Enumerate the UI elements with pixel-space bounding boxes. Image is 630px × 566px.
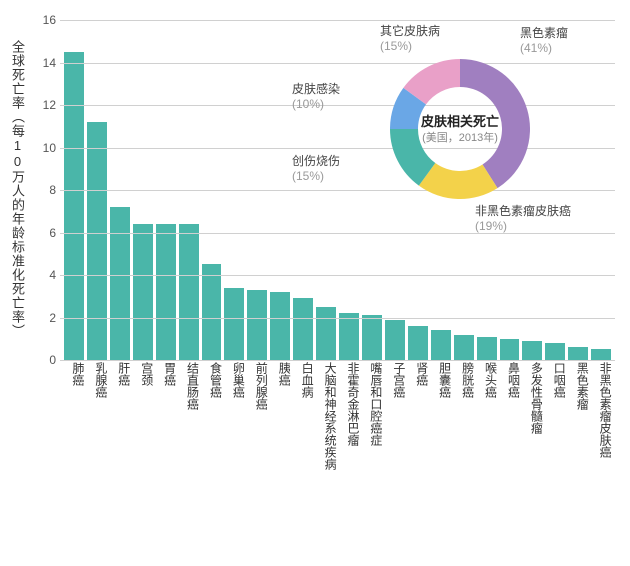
bar xyxy=(270,292,290,360)
donut-segment-label: 其它皮肤病(15%) xyxy=(380,24,440,54)
bar xyxy=(247,290,267,360)
bar xyxy=(133,224,153,360)
y-tick-label: 0 xyxy=(32,353,56,367)
x-tick-label: 喉头癌 xyxy=(477,362,497,470)
donut-segment-percent: (41%) xyxy=(520,41,568,56)
donut-segment-percent: (10%) xyxy=(292,97,340,112)
donut-segment-name: 其它皮肤病 xyxy=(380,24,440,39)
donut-segment-name: 创伤烧伤 xyxy=(292,154,340,169)
y-tick-label: 8 xyxy=(32,183,56,197)
bar xyxy=(362,315,382,360)
donut-segment-label: 皮肤感染(10%) xyxy=(292,82,340,112)
bar xyxy=(454,335,474,361)
donut-segment-name: 非黑色素瘤皮肤癌 xyxy=(475,204,571,219)
bar xyxy=(87,122,107,360)
donut-segment-percent: (19%) xyxy=(475,219,571,234)
donut-segment-percent: (15%) xyxy=(292,169,340,184)
donut-center-title: 皮肤相关死亡 xyxy=(410,113,510,131)
bar xyxy=(477,337,497,360)
donut-center-subtitle: (美国，2013年) xyxy=(410,131,510,146)
y-tick-label: 10 xyxy=(32,141,56,155)
bar xyxy=(224,288,244,360)
donut-center-label: 皮肤相关死亡 (美国，2013年) xyxy=(410,113,510,145)
bar xyxy=(500,339,520,360)
chart-container: 全球死亡率（每10万人的年龄标准化死亡率） 0 2 4 6 8 10 12 14 16 肺癌乳腺… xyxy=(0,0,630,566)
bar xyxy=(385,320,405,360)
x-axis-labels: 肺癌乳腺癌肝癌宫颈胃癌结直肠癌食管癌卵巢癌前列腺癌胰癌白血病大脑和神经系统疾病非… xyxy=(60,362,615,470)
y-tick-label: 6 xyxy=(32,226,56,240)
bar xyxy=(64,52,84,360)
y-axis-title: 全球死亡率（每10万人的年龄标准化死亡率） xyxy=(8,40,24,338)
x-tick-label: 前列腺癌 xyxy=(247,362,267,470)
x-tick-label: 肺癌 xyxy=(64,362,84,470)
x-tick-label: 肾癌 xyxy=(408,362,428,470)
bar xyxy=(568,347,588,360)
bar xyxy=(408,326,428,360)
x-tick-label: 胃癌 xyxy=(156,362,176,470)
x-tick-label: 大脑和神经系统疾病 xyxy=(316,362,336,470)
x-tick-label: 卵巢癌 xyxy=(224,362,244,470)
x-tick-label: 白血病 xyxy=(293,362,313,470)
x-tick-label: 鼻咽癌 xyxy=(500,362,520,470)
donut-segment-name: 皮肤感染 xyxy=(292,82,340,97)
x-tick-label: 结直肠癌 xyxy=(179,362,199,470)
donut-segment-label: 非黑色素瘤皮肤癌(19%) xyxy=(475,204,571,234)
donut-chart: 皮肤相关死亡 (美国，2013年) 黑色素瘤(41%) 非黑色素瘤皮肤癌(19%)… xyxy=(290,24,610,234)
x-tick-label: 宫颈 xyxy=(133,362,153,470)
donut-segment-label: 创伤烧伤(15%) xyxy=(292,154,340,184)
bar xyxy=(522,341,542,360)
bar xyxy=(431,330,451,360)
bar xyxy=(110,207,130,360)
bar xyxy=(545,343,565,360)
x-tick-label: 非黑色素瘤皮肤癌 xyxy=(591,362,611,470)
bar xyxy=(339,313,359,360)
y-tick-label: 4 xyxy=(32,268,56,282)
y-tick-label: 12 xyxy=(32,98,56,112)
x-tick-label: 子宫癌 xyxy=(385,362,405,470)
gridline xyxy=(60,318,615,319)
gridline xyxy=(60,360,615,361)
x-tick-label: 口咽癌 xyxy=(545,362,565,470)
x-tick-label: 嘴唇和口腔癌症 xyxy=(362,362,382,470)
bar xyxy=(179,224,199,360)
bar xyxy=(293,298,313,360)
gridline xyxy=(60,275,615,276)
x-tick-label: 黑色素瘤 xyxy=(568,362,588,470)
x-tick-label: 食管癌 xyxy=(202,362,222,470)
x-tick-label: 多发性骨髓瘤 xyxy=(522,362,542,470)
x-tick-label: 乳腺癌 xyxy=(87,362,107,470)
y-tick-label: 16 xyxy=(32,13,56,27)
bar xyxy=(591,349,611,360)
gridline xyxy=(60,20,615,21)
y-tick-label: 14 xyxy=(32,56,56,70)
x-tick-label: 膀胱癌 xyxy=(454,362,474,470)
x-tick-label: 肝癌 xyxy=(110,362,130,470)
y-tick-label: 2 xyxy=(32,311,56,325)
x-tick-label: 非霍奇金淋巴瘤 xyxy=(339,362,359,470)
x-tick-label: 胆囊癌 xyxy=(431,362,451,470)
x-tick-label: 胰癌 xyxy=(270,362,290,470)
donut-segment-label: 黑色素瘤(41%) xyxy=(520,26,568,56)
donut-segment-percent: (15%) xyxy=(380,39,440,54)
bar xyxy=(316,307,336,360)
donut-segment-name: 黑色素瘤 xyxy=(520,26,568,41)
bar xyxy=(202,264,222,360)
bar xyxy=(156,224,176,360)
